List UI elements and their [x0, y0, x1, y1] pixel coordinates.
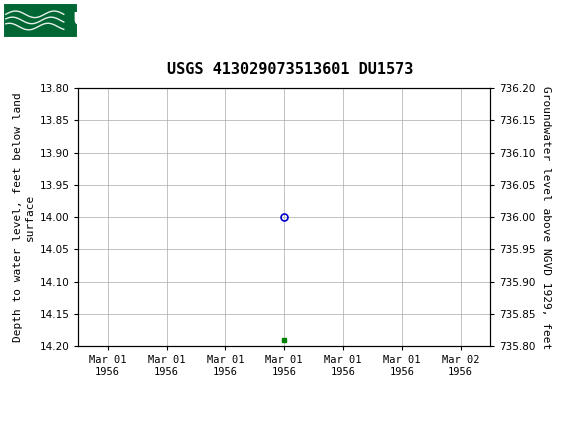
Bar	[3, 3, 78, 37]
Text: USGS 413029073513601 DU1573: USGS 413029073513601 DU1573	[167, 62, 413, 77]
Text: USGS: USGS	[72, 12, 128, 29]
Y-axis label: Depth to water level, feet below land
surface: Depth to water level, feet below land su…	[13, 92, 35, 342]
Y-axis label: Groundwater level above NGVD 1929, feet: Groundwater level above NGVD 1929, feet	[541, 86, 551, 349]
